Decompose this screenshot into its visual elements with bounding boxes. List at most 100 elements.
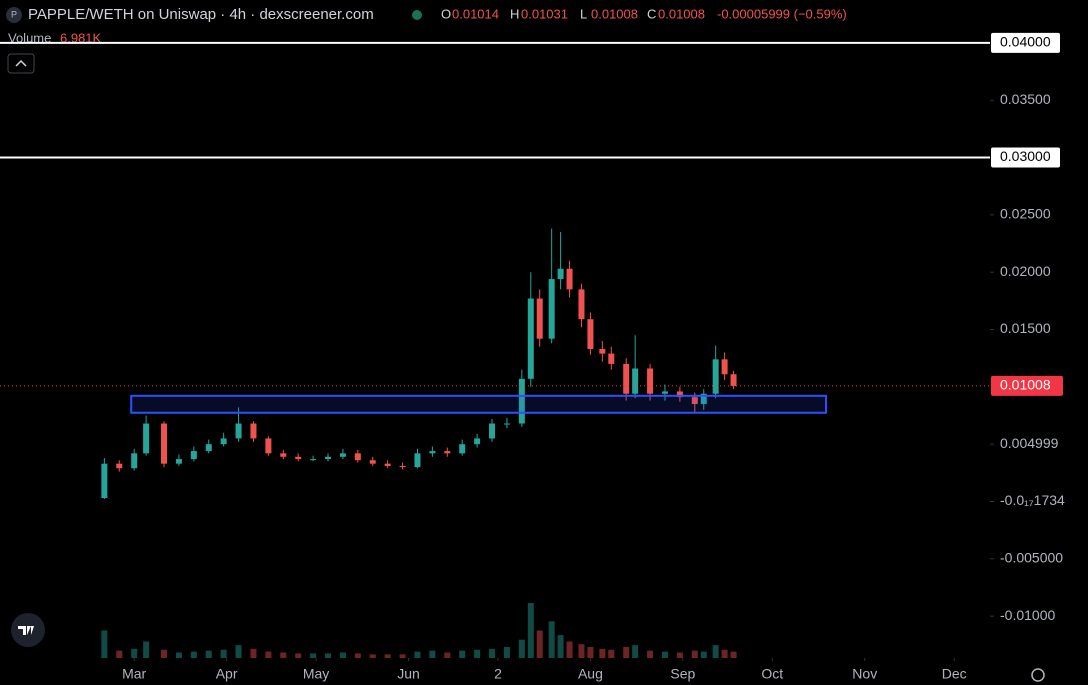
candle-body xyxy=(369,460,376,464)
volume-bar xyxy=(587,647,594,658)
x-tick-label: Apr xyxy=(216,666,238,682)
candle-body xyxy=(587,319,594,350)
candle-body xyxy=(310,459,317,461)
candle-body xyxy=(518,378,525,424)
volume-bar xyxy=(632,645,639,658)
volume-bar xyxy=(175,652,182,658)
volume-bar xyxy=(599,648,606,658)
collapse-button[interactable] xyxy=(7,53,35,74)
volume-bar xyxy=(414,651,421,658)
candle-body xyxy=(676,391,683,398)
candle-body xyxy=(489,423,496,439)
candle-body xyxy=(354,453,361,461)
tv-logo-mark xyxy=(18,626,34,635)
candle-body xyxy=(325,456,332,460)
y-tick-label: 0.02000 xyxy=(1000,263,1051,279)
candle-body xyxy=(527,298,534,379)
candle-body xyxy=(599,349,606,354)
volume-bar xyxy=(161,649,168,658)
x-tick-label: May xyxy=(303,666,329,682)
candle-body xyxy=(265,438,272,454)
ohlc-value: 0.01031 xyxy=(521,6,568,21)
candle-body xyxy=(280,453,287,457)
volume-bar xyxy=(235,645,242,658)
candle-body xyxy=(730,374,737,386)
settings-icon[interactable] xyxy=(1031,668,1045,682)
y-tick-label: 0.004999 xyxy=(1000,435,1059,451)
candle-body xyxy=(536,298,543,339)
ohlc-value: 0.01008 xyxy=(658,6,705,21)
volume-bar xyxy=(691,650,698,658)
x-tick-label: Jun xyxy=(397,666,420,682)
x-tick-label: Nov xyxy=(852,666,877,682)
pair-title: PAPPLE/WETH on Uniswap · 4h · dexscreene… xyxy=(28,6,374,23)
candle-body xyxy=(161,423,168,464)
volume-bar xyxy=(730,651,737,658)
y-tick-box xyxy=(991,32,1060,53)
volume-bar xyxy=(295,653,302,658)
volume-bar xyxy=(647,650,654,658)
volume-bar xyxy=(444,652,451,658)
candle-body xyxy=(414,453,421,468)
candle-body xyxy=(399,465,406,468)
volume-bar xyxy=(608,649,615,658)
volume-bar xyxy=(536,630,543,658)
candle-body xyxy=(691,397,698,405)
collapse-icon xyxy=(15,59,27,67)
x-tick-label: Sep xyxy=(670,666,695,682)
candle-body xyxy=(190,451,197,460)
price-change: -0.00005999 (−0.59%) xyxy=(717,6,847,21)
candle-body xyxy=(295,456,302,460)
volume-label: Volume xyxy=(8,30,51,45)
volume-bar xyxy=(459,650,466,658)
candle-body xyxy=(578,289,585,320)
x-tick-label: 2 xyxy=(494,666,502,682)
candle-body xyxy=(632,368,639,394)
volume-bar xyxy=(429,650,436,658)
volume-bar xyxy=(205,650,212,658)
x-tick-label: Dec xyxy=(942,666,967,682)
candle-body xyxy=(623,363,630,394)
ohlc-key: O xyxy=(441,6,451,21)
volume-bar xyxy=(220,649,227,658)
candle-body xyxy=(339,453,346,457)
candle-body xyxy=(548,279,555,339)
volume-bar xyxy=(474,649,481,658)
volume-bar xyxy=(661,651,668,658)
last-price-label: 0.01008 xyxy=(1000,377,1051,393)
volume-bar xyxy=(399,654,406,658)
ohlc-key: H xyxy=(510,6,519,21)
volume-bar xyxy=(339,652,346,658)
volume-bar xyxy=(566,641,573,658)
volume-bar xyxy=(712,645,719,658)
candle-body xyxy=(566,268,573,290)
x-tick-label: Aug xyxy=(578,666,603,682)
candle-body xyxy=(712,359,719,394)
volume-bar xyxy=(354,653,361,658)
candle-body xyxy=(700,393,707,405)
candle-body xyxy=(131,453,138,469)
volume-bar xyxy=(578,644,585,658)
x-tick-label: Mar xyxy=(122,666,146,682)
volume-bar xyxy=(190,651,197,658)
candle-body xyxy=(250,423,257,439)
volume-bar xyxy=(623,647,630,658)
status-dot xyxy=(412,10,422,20)
candle-body xyxy=(175,459,182,464)
y-tick-label: 0.02500 xyxy=(1000,206,1051,222)
volume-bar xyxy=(131,648,138,658)
candle-body xyxy=(661,391,668,394)
candle-body xyxy=(220,438,227,445)
volume-bar xyxy=(721,649,728,658)
candle-body xyxy=(608,353,615,364)
y-tick-label: -0.0₁₇1734 xyxy=(1000,492,1065,508)
volume-bar xyxy=(527,603,534,658)
ohlc-value: 0.01014 xyxy=(452,6,499,21)
volume-bar xyxy=(280,652,287,658)
volume-value: 6.981K xyxy=(60,30,102,45)
volume-bar xyxy=(503,647,510,658)
y-tick-label: 0.03000 xyxy=(1000,148,1051,164)
candle-body xyxy=(721,359,728,375)
